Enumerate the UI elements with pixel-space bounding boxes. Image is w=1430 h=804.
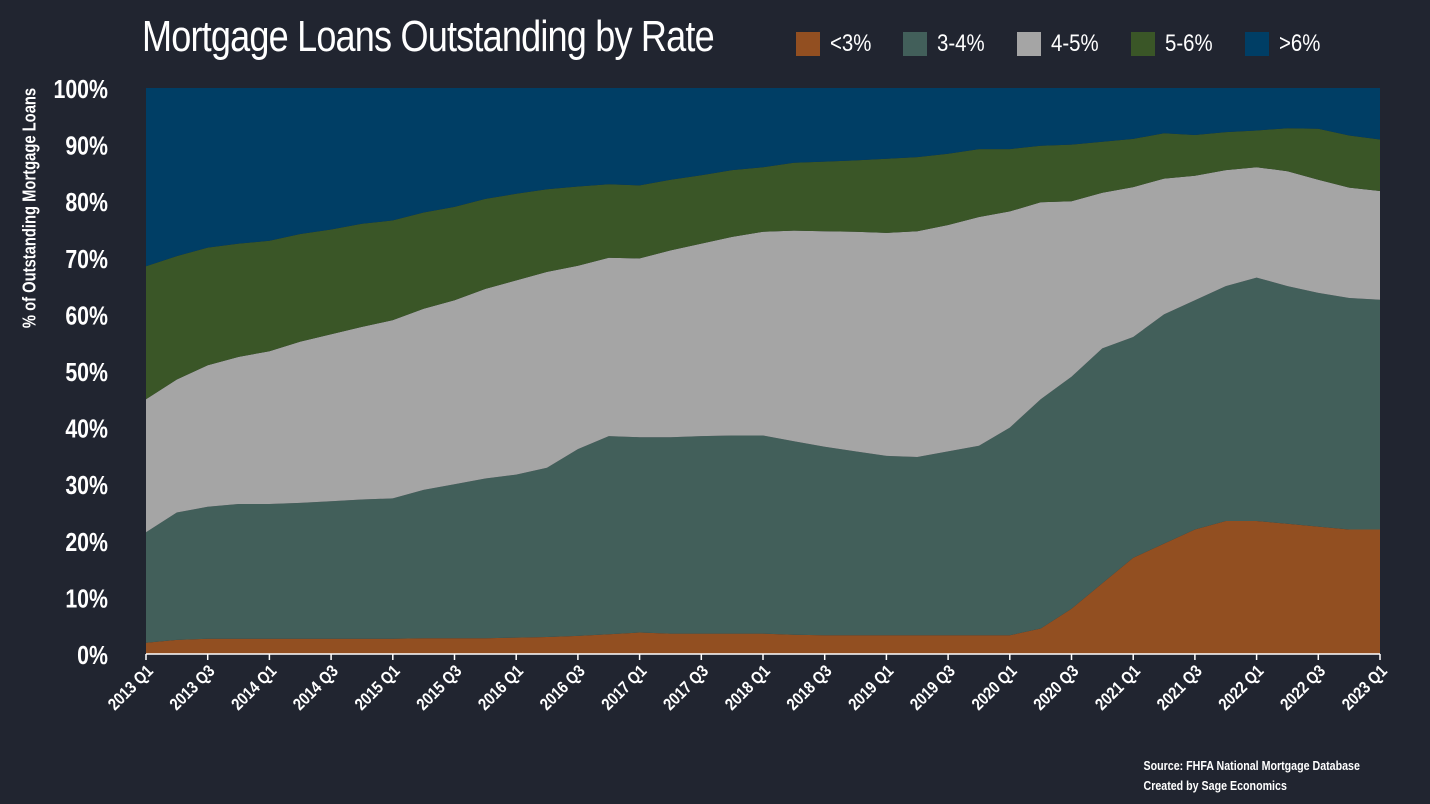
source-line: Source: FHFA National Mortgage Database: [1143, 758, 1360, 773]
legend-item-5-6: 5-6%: [1130, 30, 1221, 58]
y-tick-label: 90%: [65, 132, 108, 162]
y-tick-label: 10%: [65, 584, 108, 614]
source-note: Source: FHFA National Mortgage Database …: [1144, 756, 1360, 796]
legend-swatch: [1016, 32, 1041, 56]
x-tick-label: 2018 Q1: [722, 662, 774, 714]
x-tick-label: 2022 Q1: [1216, 662, 1268, 714]
x-tick-label: 2015 Q1: [352, 662, 404, 714]
x-tick-label: 2021 Q3: [1154, 662, 1206, 714]
legend-swatch: [902, 32, 927, 56]
legend-label: <3%: [830, 30, 872, 57]
chart-title: Mortgage Loans Outstanding by Rate: [142, 12, 715, 61]
area-series: [146, 88, 1380, 267]
x-tick-label: 2019 Q1: [845, 662, 897, 714]
legend-swatch: [1244, 32, 1269, 56]
x-tick-label: 2020 Q3: [1030, 662, 1082, 714]
x-tick-label: 2014 Q1: [228, 662, 280, 714]
legend-item-above-6: >6%: [1244, 30, 1328, 58]
area-series: [146, 167, 1380, 533]
x-tick-label: 2018 Q3: [784, 662, 836, 714]
y-tick-label: 40%: [65, 415, 108, 445]
x-tick-label: 2013 Q1: [105, 662, 157, 714]
legend-swatch: [1130, 32, 1155, 56]
y-tick-label: 50%: [65, 358, 108, 388]
y-tick-label: 0%: [77, 641, 108, 671]
x-tick-label: 2017 Q1: [599, 662, 651, 714]
legend-label: >6%: [1278, 30, 1321, 57]
area-series: [146, 277, 1380, 643]
legend-swatch: [796, 32, 820, 56]
x-tick-label: 2014 Q3: [290, 662, 342, 714]
x-tick-label: 2017 Q3: [660, 662, 712, 714]
x-tick-label: 2019 Q3: [907, 662, 959, 714]
x-tick-label: 2016 Q1: [475, 662, 527, 714]
y-tick-label: 30%: [65, 471, 108, 501]
y-tick-label: 20%: [65, 528, 108, 558]
area-series: [146, 128, 1380, 400]
legend-label: 4-5%: [1050, 30, 1099, 57]
legend-item-4-5: 4-5%: [1016, 30, 1107, 58]
area-series: [146, 521, 1380, 654]
credit-line: Created by Sage Economics: [1143, 778, 1287, 793]
y-tick-label: 80%: [65, 188, 108, 218]
x-tick-label: 2020 Q1: [969, 662, 1021, 714]
legend-item-3-4: 3-4%: [902, 30, 993, 58]
x-tick-label: 2021 Q1: [1092, 662, 1144, 714]
x-tick-label: 2016 Q3: [537, 662, 589, 714]
y-tick-label: 100%: [53, 75, 108, 105]
y-tick-label: 60%: [65, 301, 108, 331]
x-tick-label: 2015 Q3: [413, 662, 465, 714]
y-tick-label: 70%: [65, 245, 108, 275]
legend-item-below-3: <3%: [796, 30, 879, 58]
x-tick-label: 2023 Q1: [1339, 662, 1391, 714]
chart-legend: <3% 3-4% 4-5% 5-6% >6%: [796, 30, 1352, 58]
x-tick-label: 2013 Q3: [167, 662, 219, 714]
legend-label: 5-6%: [1164, 30, 1213, 57]
legend-label: 3-4%: [936, 30, 985, 57]
x-tick-label: 2022 Q3: [1277, 662, 1329, 714]
